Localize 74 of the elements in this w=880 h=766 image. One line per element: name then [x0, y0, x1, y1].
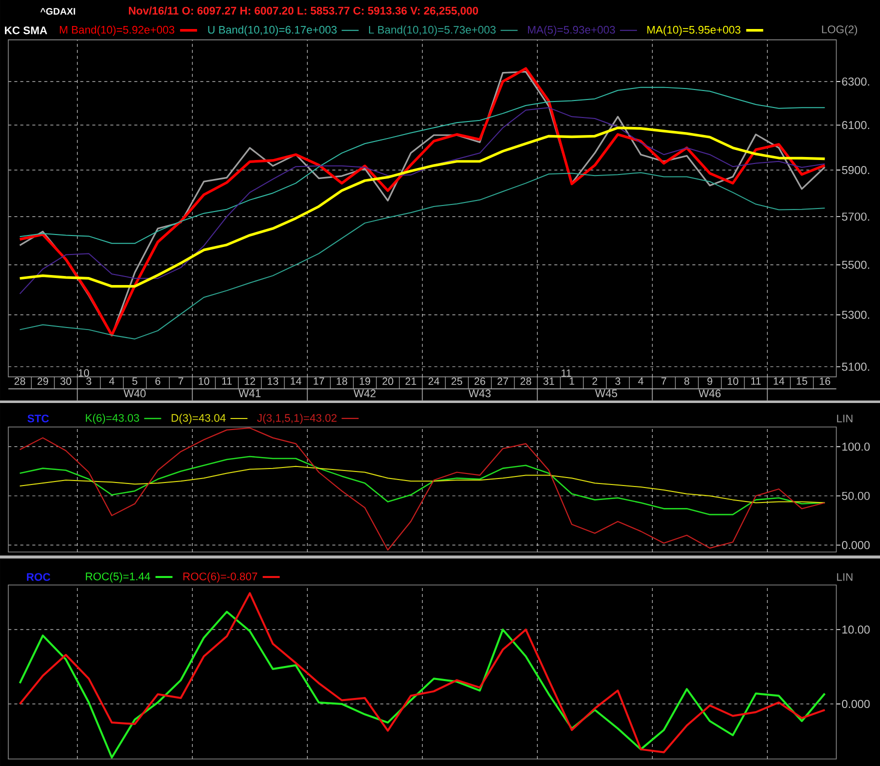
x-tick-label: 3: [86, 377, 92, 385]
x-tick-label: 10: [198, 377, 210, 385]
y-tick-label: 50.00: [842, 492, 870, 500]
x-tick-label: 11: [222, 378, 232, 385]
y-axis-title: LOG(2): [822, 25, 858, 36]
x-tick-label: 13: [268, 377, 278, 385]
x-tick-label: 24: [428, 377, 440, 385]
legend-label: MA(5)=5.93e+003: [528, 26, 615, 36]
text: W42: [354, 390, 376, 398]
legend-title: STC: [28, 414, 49, 422]
x-tick-label: 30: [60, 377, 72, 385]
x-tick-label: 29: [38, 377, 48, 385]
chart-title: ^GDAXI: [40, 8, 76, 15]
legend-label: U Band(10,10)=6.17e+003: [208, 26, 337, 36]
text: W40: [124, 390, 146, 398]
x-tick-label: 25: [452, 377, 462, 385]
x-tick-label: 17: [314, 378, 324, 385]
x-tick-label: 3: [615, 377, 620, 385]
y-tick-label: 6100.: [842, 121, 870, 130]
x-tick-label: 12: [244, 377, 256, 385]
legend-label: MA(10)=5.95e+003: [647, 26, 740, 36]
x-tick-label: 31: [543, 377, 554, 385]
y-tick-label: 100.0: [842, 442, 870, 451]
x-tick-label: 4: [109, 378, 114, 385]
chart-subtitle: Nov/16/11 O: 6097.27 H: 6007.20 L: 5853.77 C: 5913.36 V: 26,255,000: [128, 6, 478, 16]
legend-label: ROC(6)=-0.807: [183, 572, 258, 582]
x-tick-label: 27: [498, 377, 508, 385]
legend-label: M Band(10)=5.92e+003: [60, 26, 174, 36]
y-tick-label: 10.00: [842, 626, 870, 634]
x-tick-label: 28: [520, 377, 532, 385]
legend-label: K(6)=43.03: [86, 414, 140, 424]
x-tick-label: 5: [132, 378, 138, 385]
x-tick-label: 11: [751, 378, 761, 385]
legend-label: L Band(10,10)=5.73e+003: [369, 26, 496, 36]
y-tick-label: 5900.: [842, 166, 870, 174]
y-tick-label: 6300.: [842, 77, 870, 86]
x-tick-label: 7: [178, 378, 184, 385]
text: W46: [698, 390, 721, 398]
y-tick-label: 0.000: [842, 700, 870, 708]
x-tick-label: 9: [707, 377, 712, 385]
x-tick-label: 6: [155, 377, 160, 385]
text: W45: [595, 390, 618, 398]
x-tick-label: 14: [774, 378, 784, 385]
legend-label: J(3,1,5,1)=43.02: [257, 414, 337, 424]
legend-label: D(3)=43.04: [172, 414, 226, 424]
y-tick-label: 5500.: [842, 260, 870, 269]
annotation: 11: [562, 369, 572, 377]
y-tick-label: 5300.: [842, 310, 870, 319]
x-tick-label: 8: [684, 377, 690, 385]
y-tick-label: 5100.: [842, 362, 870, 371]
x-tick-label: 19: [360, 377, 370, 385]
legend-title: ROC: [26, 573, 50, 581]
legend-title: KC SMA: [4, 26, 48, 34]
y-tick-label: 0.000: [842, 541, 870, 550]
legend-label: ROC(5)=1.44: [86, 572, 150, 582]
x-tick-label: 14: [290, 378, 302, 385]
x-tick-label: 1: [570, 378, 574, 385]
text: W43: [468, 390, 491, 398]
x-tick-label: 15: [796, 378, 808, 385]
x-tick-label: 2: [592, 377, 598, 385]
x-tick-label: 21: [406, 377, 416, 385]
x-tick-label: 28: [14, 377, 26, 385]
x-tick-label: 16: [820, 377, 830, 385]
annotation: 10: [78, 369, 90, 377]
x-tick-label: 20: [382, 377, 394, 385]
x-tick-label: 26: [474, 377, 486, 385]
x-tick-label: 10: [728, 377, 738, 385]
x-tick-label: 18: [336, 377, 348, 385]
text: W41: [238, 390, 261, 398]
y-axis-title: LIN: [837, 414, 852, 422]
y-tick-label: 5700.: [842, 212, 870, 221]
x-tick-label: 7: [661, 378, 666, 385]
y-axis-title: LIN: [837, 573, 852, 581]
x-tick-label: 4: [638, 378, 644, 385]
